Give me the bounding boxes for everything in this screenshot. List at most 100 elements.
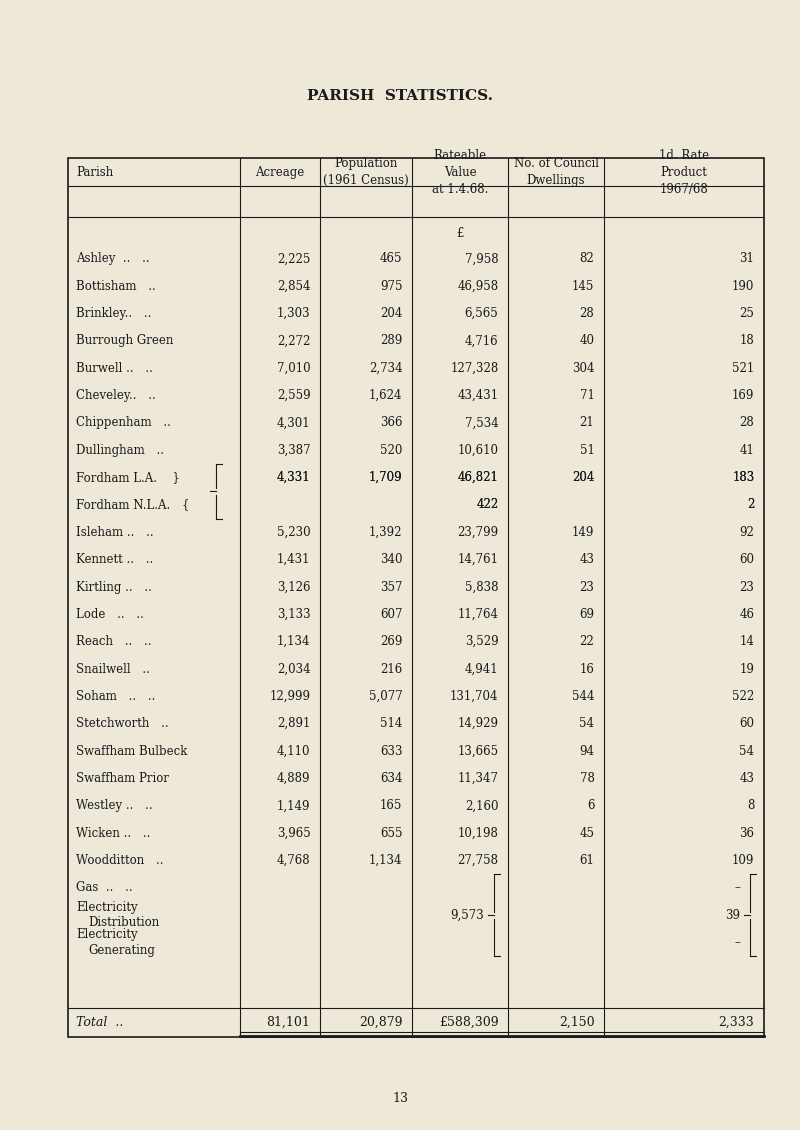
Text: Burrough Green: Burrough Green: [76, 334, 174, 347]
Text: No. of Council
Dwellings: No. of Council Dwellings: [514, 157, 598, 188]
Text: 46,958: 46,958: [458, 280, 498, 293]
Text: Chippenham ..: Chippenham ..: [76, 417, 171, 429]
Text: 514: 514: [380, 718, 402, 730]
Text: Distribution: Distribution: [88, 916, 159, 929]
Text: Isleham .. ..: Isleham .. ..: [76, 525, 154, 539]
Text: Woodditton ..: Woodditton ..: [76, 854, 163, 867]
Text: 28: 28: [580, 307, 594, 320]
Text: 22: 22: [580, 635, 594, 649]
Text: 422: 422: [476, 498, 498, 512]
Text: 2,034: 2,034: [277, 662, 310, 676]
Text: Swaffham Prior: Swaffham Prior: [76, 772, 169, 785]
Text: 2,734: 2,734: [369, 362, 402, 375]
Text: 4,768: 4,768: [277, 854, 310, 867]
Text: 2,891: 2,891: [277, 718, 310, 730]
Text: 5,838: 5,838: [465, 581, 498, 593]
Text: 43: 43: [739, 772, 754, 785]
Text: 1d. Rate
Product
1967/68: 1d. Rate Product 1967/68: [659, 149, 709, 195]
Text: 92: 92: [739, 525, 754, 539]
Text: 40: 40: [579, 334, 594, 347]
Text: 131,704: 131,704: [450, 690, 498, 703]
Text: 127,328: 127,328: [450, 362, 498, 375]
Text: 289: 289: [380, 334, 402, 347]
Text: 13: 13: [392, 1092, 408, 1105]
Text: 544: 544: [572, 690, 594, 703]
Text: Population
(1961 Census): Population (1961 Census): [323, 157, 409, 188]
Text: 16: 16: [579, 662, 594, 676]
Text: 5,077: 5,077: [369, 690, 402, 703]
Text: Ashley  .. ..: Ashley .. ..: [76, 252, 150, 266]
Text: 27,758: 27,758: [458, 854, 498, 867]
Text: 82: 82: [580, 252, 594, 266]
Text: 28: 28: [740, 417, 754, 429]
Text: Stetchworth ..: Stetchworth ..: [76, 718, 169, 730]
Text: 54: 54: [579, 718, 594, 730]
Text: Rateable
Value
at 1.4.68.: Rateable Value at 1.4.68.: [432, 149, 488, 195]
Text: 4,941: 4,941: [465, 662, 498, 676]
Text: Kennett .. ..: Kennett .. ..: [76, 554, 154, 566]
Text: 357: 357: [380, 581, 402, 593]
Text: 169: 169: [732, 389, 754, 402]
Text: Snailwell ..: Snailwell ..: [76, 662, 150, 676]
Text: 60: 60: [739, 554, 754, 566]
Text: 54: 54: [739, 745, 754, 757]
Text: 10,198: 10,198: [458, 827, 498, 840]
Text: 23: 23: [579, 581, 594, 593]
Text: 12,999: 12,999: [270, 690, 310, 703]
Text: 1,709: 1,709: [369, 471, 402, 484]
Text: 25: 25: [739, 307, 754, 320]
Text: 3,133: 3,133: [277, 608, 310, 620]
Text: 1,392: 1,392: [369, 525, 402, 539]
Text: Cheveley.. ..: Cheveley.. ..: [76, 389, 156, 402]
Text: 14,761: 14,761: [458, 554, 498, 566]
Text: 2,559: 2,559: [277, 389, 310, 402]
Text: Burwell .. ..: Burwell .. ..: [76, 362, 153, 375]
Text: 20,879: 20,879: [359, 1016, 402, 1029]
Text: 11,347: 11,347: [458, 772, 498, 785]
Text: 61: 61: [579, 854, 594, 867]
Text: 41: 41: [739, 444, 754, 457]
Text: 3,965: 3,965: [277, 827, 310, 840]
Text: 4,301: 4,301: [277, 417, 310, 429]
Text: Lode .. ..: Lode .. ..: [76, 608, 144, 620]
Text: 7,534: 7,534: [465, 417, 498, 429]
Text: 1,303: 1,303: [277, 307, 310, 320]
Text: Parish: Parish: [76, 166, 114, 179]
Text: 7,010: 7,010: [277, 362, 310, 375]
Text: 14: 14: [739, 635, 754, 649]
Text: 634: 634: [380, 772, 402, 785]
Text: 2,272: 2,272: [277, 334, 310, 347]
Text: 9,573: 9,573: [450, 909, 484, 922]
Text: 14,929: 14,929: [458, 718, 498, 730]
Text: 46,821: 46,821: [458, 471, 498, 484]
Text: 1,134: 1,134: [369, 854, 402, 867]
Text: 422: 422: [476, 498, 498, 512]
Text: 204: 204: [572, 471, 594, 484]
Text: Electricity: Electricity: [76, 929, 138, 941]
Text: £: £: [456, 227, 464, 241]
Text: 216: 216: [380, 662, 402, 676]
Text: £588,309: £588,309: [438, 1016, 498, 1029]
Text: Soham .. ..: Soham .. ..: [76, 690, 155, 703]
Text: 1,134: 1,134: [277, 635, 310, 649]
Text: 204: 204: [572, 471, 594, 484]
Text: 11,764: 11,764: [458, 608, 498, 620]
Text: 2,225: 2,225: [277, 252, 310, 266]
Text: 655: 655: [380, 827, 402, 840]
Text: Electricity: Electricity: [76, 901, 138, 914]
Text: Kirtling .. ..: Kirtling .. ..: [76, 581, 152, 593]
Text: 109: 109: [732, 854, 754, 867]
Text: Total  ..: Total ..: [76, 1016, 123, 1029]
Text: 607: 607: [380, 608, 402, 620]
Text: 183: 183: [732, 471, 754, 484]
Text: 366: 366: [380, 417, 402, 429]
Text: 19: 19: [739, 662, 754, 676]
Text: 1,149: 1,149: [277, 799, 310, 812]
Text: 633: 633: [380, 745, 402, 757]
Text: 1,431: 1,431: [277, 554, 310, 566]
Text: 23: 23: [739, 581, 754, 593]
Text: 43,431: 43,431: [458, 389, 498, 402]
Text: 94: 94: [579, 745, 594, 757]
Text: –: –: [734, 881, 740, 894]
Text: 10,610: 10,610: [458, 444, 498, 457]
